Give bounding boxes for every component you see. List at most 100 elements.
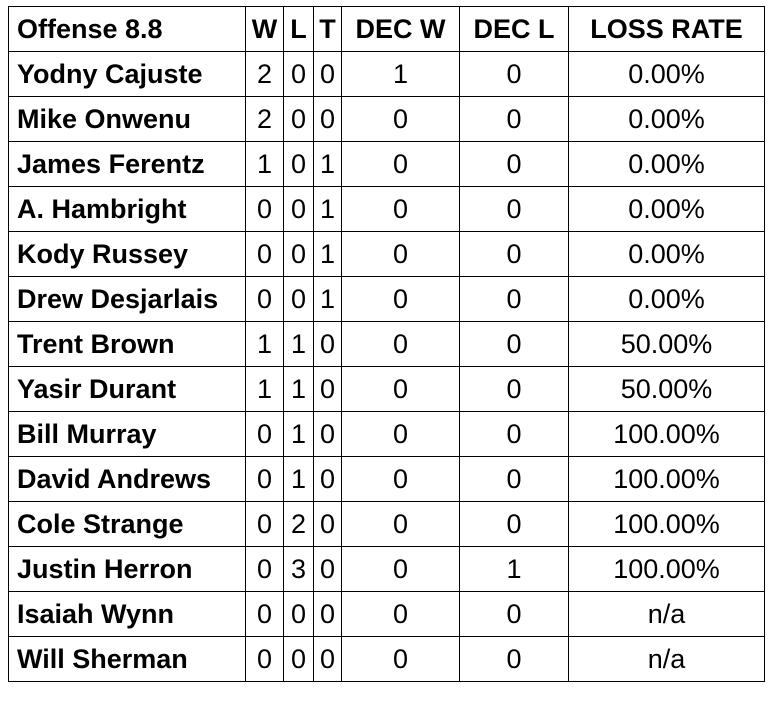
dec-losses-cell: 0: [459, 231, 569, 277]
player-name: A. Hambright: [8, 186, 246, 232]
player-name: David Andrews: [8, 456, 246, 502]
ties-cell: 0: [313, 96, 342, 142]
player-name: Drew Desjarlais: [8, 276, 246, 322]
loss-rate-cell: 50.00%: [568, 366, 765, 412]
loss-rate-cell: 0.00%: [568, 96, 765, 142]
losses-cell: 0: [283, 186, 314, 232]
wins-cell: 0: [245, 411, 284, 457]
dec-wins-cell: 0: [341, 411, 460, 457]
dec-losses-cell: 0: [459, 636, 569, 682]
table-row: Cole Strange 0 2 0 0 0 100.00%: [8, 501, 765, 547]
dec-wins-cell: 0: [341, 186, 460, 232]
dec-losses-cell: 0: [459, 501, 569, 547]
ties-cell: 1: [313, 276, 342, 322]
dec-wins-cell: 0: [341, 546, 460, 592]
dec-losses-cell: 0: [459, 366, 569, 412]
ties-cell: 0: [313, 411, 342, 457]
player-name: Cole Strange: [8, 501, 246, 547]
header-dec-l: DEC L: [459, 6, 569, 52]
dec-wins-cell: 0: [341, 501, 460, 547]
dec-losses-cell: 0: [459, 321, 569, 367]
losses-cell: 0: [283, 276, 314, 322]
table-row: Isaiah Wynn 0 0 0 0 0 n/a: [8, 591, 765, 637]
losses-cell: 1: [283, 456, 314, 502]
wins-cell: 0: [245, 456, 284, 502]
header-title: Offense 8.8: [8, 6, 246, 52]
player-name: Yodny Cajuste: [8, 51, 246, 97]
loss-rate-cell: 100.00%: [568, 411, 765, 457]
dec-losses-cell: 0: [459, 96, 569, 142]
losses-cell: 3: [283, 546, 314, 592]
dec-wins-cell: 0: [341, 591, 460, 637]
table-row: Trent Brown 1 1 0 0 0 50.00%: [8, 321, 765, 367]
player-name: Yasir Durant: [8, 366, 246, 412]
table-row: Drew Desjarlais 0 0 1 0 0 0.00%: [8, 276, 765, 322]
player-name: Kody Russey: [8, 231, 246, 277]
losses-cell: 0: [283, 231, 314, 277]
wins-cell: 1: [245, 141, 284, 187]
ties-cell: 1: [313, 186, 342, 232]
dec-losses-cell: 0: [459, 186, 569, 232]
ties-cell: 1: [313, 231, 342, 277]
ties-cell: 0: [313, 51, 342, 97]
wins-cell: 0: [245, 276, 284, 322]
dec-wins-cell: 0: [341, 456, 460, 502]
loss-rate-cell: 0.00%: [568, 231, 765, 277]
wins-cell: 0: [245, 501, 284, 547]
losses-cell: 1: [283, 411, 314, 457]
stats-table: Offense 8.8 W L T DEC W DEC L LOSS RATE …: [8, 6, 765, 682]
player-name: James Ferentz: [8, 141, 246, 187]
ties-cell: 0: [313, 546, 342, 592]
loss-rate-cell: 0.00%: [568, 141, 765, 187]
losses-cell: 1: [283, 321, 314, 367]
loss-rate-cell: 50.00%: [568, 321, 765, 367]
losses-cell: 0: [283, 51, 314, 97]
wins-cell: 0: [245, 231, 284, 277]
ties-cell: 0: [313, 636, 342, 682]
dec-wins-cell: 0: [341, 141, 460, 187]
table-row: James Ferentz 1 0 1 0 0 0.00%: [8, 141, 765, 187]
header-loss-rate: LOSS RATE: [568, 6, 765, 52]
table-row: Yasir Durant 1 1 0 0 0 50.00%: [8, 366, 765, 412]
loss-rate-cell: n/a: [568, 636, 765, 682]
dec-wins-cell: 0: [341, 96, 460, 142]
player-name: Mike Onwenu: [8, 96, 246, 142]
dec-wins-cell: 0: [341, 366, 460, 412]
table-row: Justin Herron 0 3 0 0 1 100.00%: [8, 546, 765, 592]
losses-cell: 1: [283, 366, 314, 412]
ties-cell: 0: [313, 366, 342, 412]
wins-cell: 2: [245, 51, 284, 97]
loss-rate-cell: 0.00%: [568, 186, 765, 232]
header-dec-w: DEC W: [341, 6, 460, 52]
dec-losses-cell: 0: [459, 141, 569, 187]
loss-rate-cell: n/a: [568, 591, 765, 637]
table-row: Mike Onwenu 2 0 0 0 0 0.00%: [8, 96, 765, 142]
table-row: David Andrews 0 1 0 0 0 100.00%: [8, 456, 765, 502]
player-name: Will Sherman: [8, 636, 246, 682]
dec-losses-cell: 0: [459, 456, 569, 502]
table-row: Kody Russey 0 0 1 0 0 0.00%: [8, 231, 765, 277]
dec-wins-cell: 0: [341, 231, 460, 277]
ties-cell: 1: [313, 141, 342, 187]
dec-losses-cell: 1: [459, 546, 569, 592]
wins-cell: 2: [245, 96, 284, 142]
player-name: Isaiah Wynn: [8, 591, 246, 637]
loss-rate-cell: 100.00%: [568, 546, 765, 592]
wins-cell: 0: [245, 636, 284, 682]
ties-cell: 0: [313, 501, 342, 547]
losses-cell: 0: [283, 96, 314, 142]
dec-wins-cell: 0: [341, 636, 460, 682]
header-l: L: [283, 6, 314, 52]
dec-losses-cell: 0: [459, 276, 569, 322]
header-w: W: [245, 6, 284, 52]
loss-rate-cell: 100.00%: [568, 456, 765, 502]
wins-cell: 0: [245, 591, 284, 637]
loss-rate-cell: 100.00%: [568, 501, 765, 547]
dec-losses-cell: 0: [459, 51, 569, 97]
dec-wins-cell: 1: [341, 51, 460, 97]
dec-wins-cell: 0: [341, 276, 460, 322]
player-name: Bill Murray: [8, 411, 246, 457]
header-row: Offense 8.8 W L T DEC W DEC L LOSS RATE: [8, 6, 765, 52]
dec-losses-cell: 0: [459, 591, 569, 637]
loss-rate-cell: 0.00%: [568, 276, 765, 322]
